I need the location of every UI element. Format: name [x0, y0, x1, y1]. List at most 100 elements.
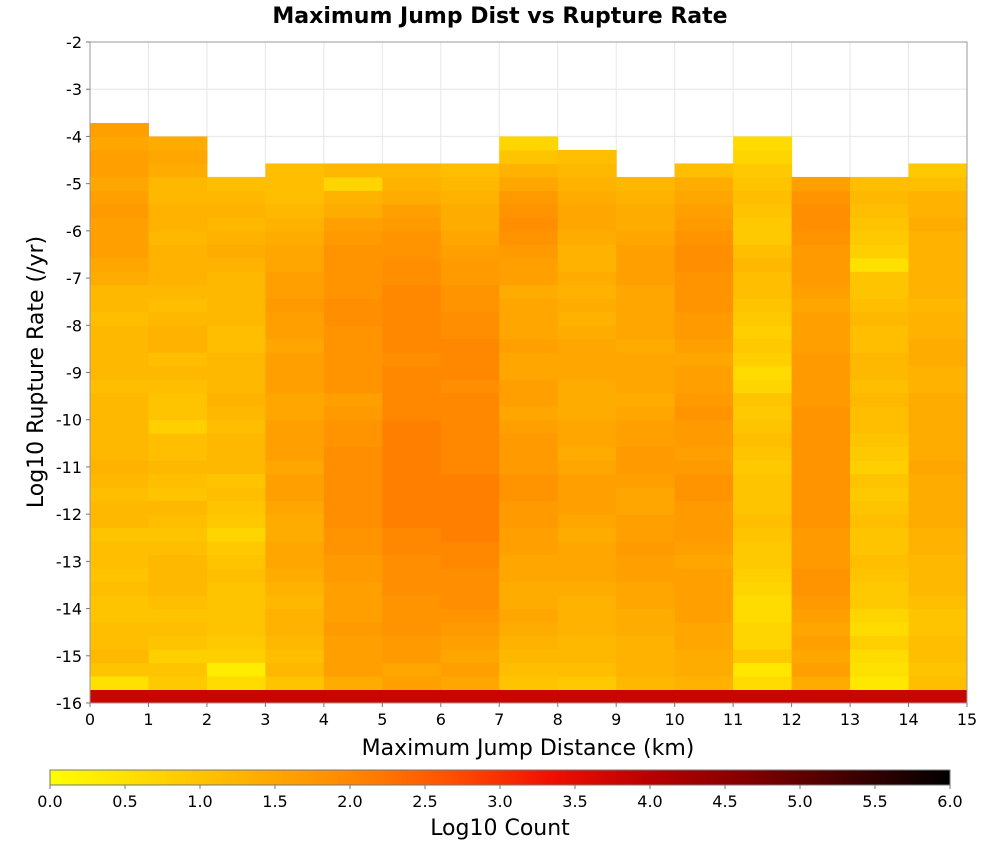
heatmap-cell — [616, 541, 676, 556]
heatmap-cell — [616, 365, 676, 380]
colorbar-tick-label: 1.0 — [187, 792, 212, 811]
heatmap-cell — [206, 203, 266, 218]
heatmap-cell — [908, 581, 968, 596]
heatmap-cell — [733, 649, 793, 664]
heatmap-cell — [850, 689, 910, 704]
heatmap-cell — [90, 568, 149, 583]
heatmap-cell — [616, 203, 676, 218]
heatmap-cell — [791, 365, 851, 380]
heatmap-cell — [206, 284, 266, 299]
heatmap-cell — [733, 257, 793, 272]
heatmap-cell — [908, 649, 968, 664]
heatmap-cell — [733, 352, 793, 367]
heatmap-cell — [499, 190, 559, 205]
heatmap-cell — [616, 689, 676, 704]
heatmap-cell — [850, 365, 910, 380]
heatmap-cell — [850, 311, 910, 326]
heatmap-cell — [148, 217, 208, 232]
heatmap-cell — [908, 176, 968, 191]
heatmap-cell — [674, 622, 734, 637]
heatmap-cell — [440, 568, 500, 583]
heatmap-cell — [908, 271, 968, 286]
heatmap-cell — [908, 311, 968, 326]
heatmap-cell — [206, 257, 266, 272]
heatmap-cell — [265, 190, 325, 205]
heatmap-cell — [674, 365, 734, 380]
heatmap-cell — [206, 473, 266, 488]
heatmap-cell — [382, 473, 442, 488]
heatmap-cell — [382, 392, 442, 407]
heatmap-cell — [90, 176, 149, 191]
heatmap-cell — [206, 311, 266, 326]
heatmap-cell — [382, 203, 442, 218]
heatmap-cell — [616, 649, 676, 664]
heatmap-cell — [499, 622, 559, 637]
heatmap-cell — [499, 446, 559, 461]
heatmap-cell — [616, 176, 676, 191]
heatmap-cell — [265, 284, 325, 299]
heatmap-cell — [148, 176, 208, 191]
heatmap-cell — [206, 500, 266, 515]
chart-title: Maximum Jump Dist vs Rupture Rate — [272, 4, 727, 29]
heatmap-cell — [382, 230, 442, 245]
heatmap-cell — [323, 163, 383, 178]
y-tick-label: -14 — [56, 600, 82, 619]
heatmap-cell — [908, 419, 968, 434]
heatmap-cell — [616, 473, 676, 488]
heatmap-cell — [148, 487, 208, 502]
heatmap-cell — [850, 541, 910, 556]
heatmap-cell — [733, 311, 793, 326]
heatmap-cell — [440, 190, 500, 205]
heatmap-cell — [557, 676, 617, 691]
heatmap-cell — [499, 581, 559, 596]
heatmap-cell — [90, 149, 149, 164]
heatmap-cell — [499, 608, 559, 623]
heatmap-cell — [674, 244, 734, 259]
heatmap-cell — [148, 676, 208, 691]
heatmap-cell — [850, 635, 910, 650]
heatmap-cell — [323, 635, 383, 650]
heatmap-cell — [148, 433, 208, 448]
heatmap-cell — [791, 392, 851, 407]
heatmap-cell — [148, 406, 208, 421]
heatmap-cell — [499, 284, 559, 299]
heatmap-cell — [440, 392, 500, 407]
heatmap-cell — [791, 311, 851, 326]
heatmap-cell — [148, 622, 208, 637]
heatmap-cell — [206, 635, 266, 650]
heatmap-cell — [908, 338, 968, 353]
heatmap-cell — [323, 622, 383, 637]
heatmap-cell — [382, 595, 442, 610]
heatmap-cell — [499, 527, 559, 542]
heatmap-cell — [382, 581, 442, 596]
heatmap-cell — [323, 392, 383, 407]
heatmap-cell — [791, 676, 851, 691]
heatmap-cell — [148, 473, 208, 488]
heatmap-cell — [850, 500, 910, 515]
heatmap-cell — [90, 527, 149, 542]
heatmap-cell — [265, 433, 325, 448]
heatmap-cell — [674, 568, 734, 583]
heatmap-cell — [733, 541, 793, 556]
x-tick-label: 8 — [553, 710, 563, 729]
heatmap-cell — [791, 419, 851, 434]
y-tick-label: -13 — [56, 552, 82, 571]
heatmap-cell — [265, 271, 325, 286]
heatmap-cell — [265, 568, 325, 583]
heatmap-cell — [499, 230, 559, 245]
heatmap-cell — [265, 581, 325, 596]
heatmap-cell — [265, 392, 325, 407]
heatmap-cell — [674, 635, 734, 650]
heatmap-cell — [499, 487, 559, 502]
heatmap-cell — [791, 190, 851, 205]
heatmap-cell — [265, 527, 325, 542]
heatmap-cell — [148, 257, 208, 272]
heatmap-cell — [148, 379, 208, 394]
heatmap-cell — [148, 298, 208, 313]
heatmap-cell — [323, 608, 383, 623]
heatmap-cell — [908, 365, 968, 380]
heatmap-cell — [206, 379, 266, 394]
heatmap-cell — [850, 419, 910, 434]
heatmap-cell — [557, 419, 617, 434]
heatmap-cell — [616, 433, 676, 448]
